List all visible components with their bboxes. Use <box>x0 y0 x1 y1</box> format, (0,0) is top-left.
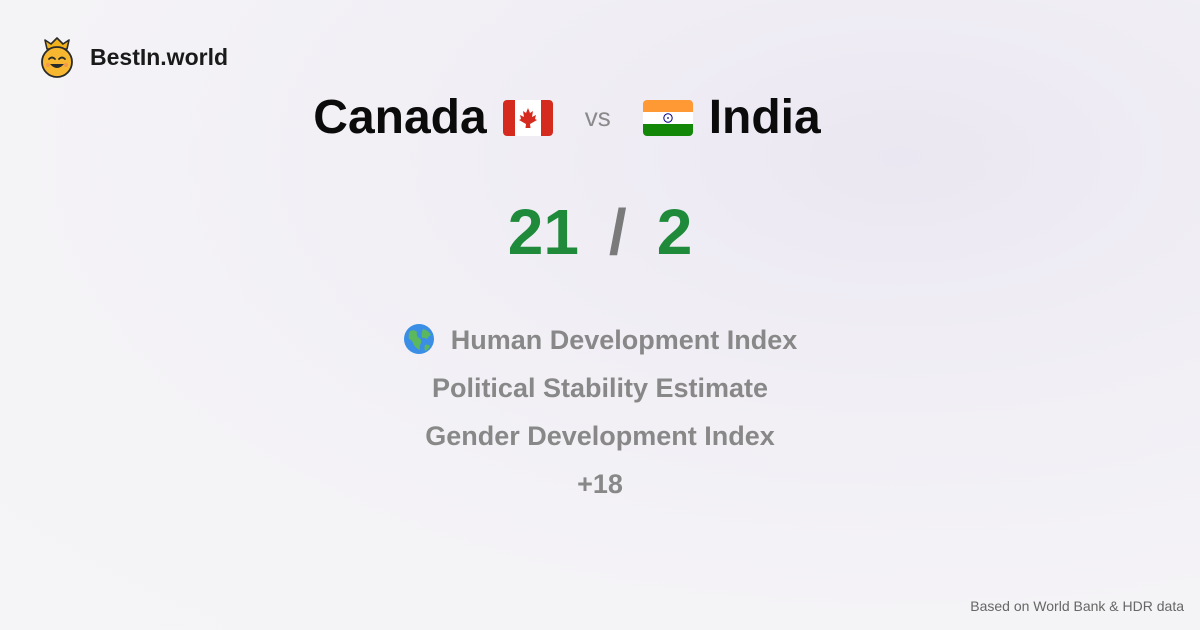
metric-item[interactable]: Human Development Index <box>0 316 1200 364</box>
crowned-smiley-icon <box>41 37 73 78</box>
vs-label: vs <box>584 102 611 132</box>
score-display: 21 / 2 <box>0 195 1200 269</box>
metric-label: Political Stability Estimate <box>431 373 769 403</box>
more-metrics-count[interactable]: +18 <box>577 469 623 499</box>
comparison-title: Canada vs India <box>0 90 1134 145</box>
right-country-name: India <box>708 91 821 144</box>
left-country-name: Canada <box>313 91 487 144</box>
left-score: 21 <box>507 196 579 268</box>
metric-item[interactable]: Gender Development Index <box>0 412 1200 460</box>
metrics-list: Human Development Index Political Stabil… <box>0 316 1200 508</box>
india-flag-icon <box>642 99 693 136</box>
score-separator: / <box>608 196 627 268</box>
globe-icon <box>403 324 434 354</box>
metric-item[interactable]: Political Stability Estimate <box>0 364 1200 412</box>
right-score: 2 <box>656 196 693 268</box>
brand[interactable]: BestIn.world <box>38 36 228 78</box>
source-note: Based on World Bank & HDR data <box>970 598 1184 614</box>
brand-name: BestIn.world <box>90 43 229 70</box>
canada-flag-icon <box>502 99 553 136</box>
metric-label: Human Development Index <box>450 325 798 355</box>
metric-label: Gender Development Index <box>425 421 775 451</box>
